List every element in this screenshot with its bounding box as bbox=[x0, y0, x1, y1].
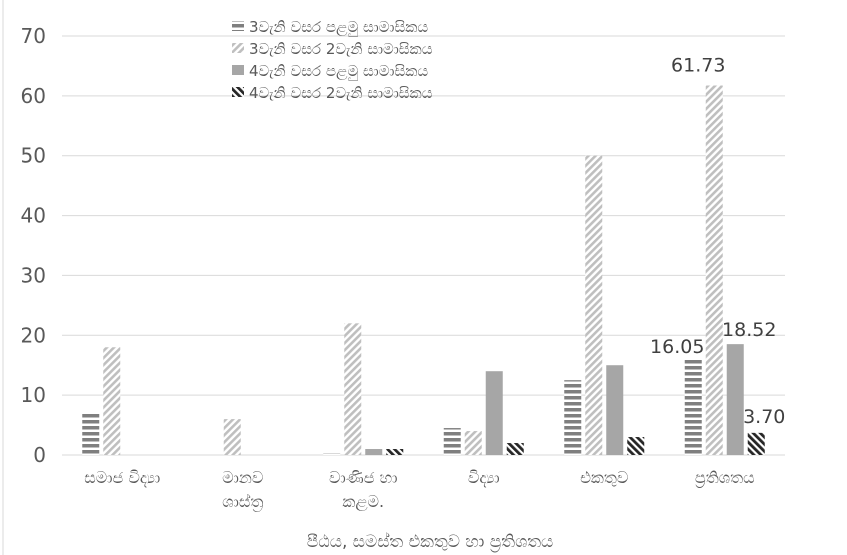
bar-series-2 bbox=[465, 431, 482, 455]
x-tick-label: කළම. bbox=[342, 492, 384, 512]
y-tick-label: 30 bbox=[21, 263, 46, 287]
y-tick-label: 20 bbox=[21, 323, 46, 347]
bar-series-1 bbox=[564, 380, 581, 455]
bar-series-2 bbox=[585, 156, 602, 455]
bars bbox=[82, 86, 765, 455]
legend-swatch bbox=[232, 21, 244, 31]
bar-series-1 bbox=[685, 359, 702, 455]
data-label: 18.52 bbox=[722, 319, 776, 341]
x-tick-label: ශාස්ත්‍ර bbox=[222, 492, 263, 512]
y-tick-label: 50 bbox=[21, 144, 46, 168]
x-tick-label: වාණිජ හා bbox=[329, 468, 398, 487]
legend-label: 4වැනි වසර පළමු සාමාසිකය bbox=[249, 62, 428, 81]
legend: 3වැනි වසර පළමු සාමාසිකය 3වැනි වසර 2වැනි ස… bbox=[232, 18, 433, 102]
y-axis-ticks: 0 10 20 30 40 50 60 70 bbox=[21, 24, 46, 467]
bar-series-1 bbox=[323, 453, 340, 455]
y-tick-label: 60 bbox=[21, 84, 46, 108]
bar-series-2 bbox=[706, 86, 723, 455]
x-axis-ticks: සමාජ විද්‍යා මානව ශාස්ත්‍ර වාණිජ හා කළම. විද්… bbox=[84, 468, 754, 512]
y-tick-label: 70 bbox=[21, 24, 46, 48]
legend-swatch bbox=[232, 65, 244, 75]
data-label: 16.05 bbox=[650, 336, 704, 358]
legend-swatch bbox=[232, 43, 244, 53]
bar-series-1 bbox=[444, 428, 461, 455]
data-label: 61.73 bbox=[671, 55, 725, 77]
bar-series-1 bbox=[82, 413, 99, 455]
bar-series-3 bbox=[365, 449, 382, 455]
bar-series-3 bbox=[486, 371, 503, 455]
legend-label: 3වැනි වසර පළමු සාමාසිකය bbox=[249, 18, 428, 37]
legend-label: 4වැනි වසර 2වැනි සාමාසිකය bbox=[249, 84, 433, 102]
bar-series-4 bbox=[627, 437, 644, 455]
legend-label: 3වැනි වසර 2වැනි සාමාසිකය bbox=[249, 40, 433, 58]
bar-series-3 bbox=[606, 365, 623, 455]
bar-series-2 bbox=[224, 419, 241, 455]
bar-series-4 bbox=[748, 433, 765, 455]
legend-swatch bbox=[232, 87, 244, 97]
x-tick-label: එකතුව bbox=[580, 468, 628, 487]
y-tick-label: 10 bbox=[21, 383, 46, 407]
bar-series-2 bbox=[344, 323, 361, 455]
data-label: 3.70 bbox=[743, 406, 785, 428]
x-tick-label: විද්‍යා bbox=[468, 468, 500, 487]
x-axis-title: පීඨය, සමස්ත එකතුව හා ප්‍රතිශතය bbox=[307, 532, 554, 552]
x-tick-label: මානව bbox=[222, 468, 263, 487]
bar-series-4 bbox=[507, 443, 524, 455]
y-tick-label: 40 bbox=[21, 204, 46, 228]
x-tick-label: සමාජ විද්‍යා bbox=[84, 468, 160, 487]
bar-series-4 bbox=[386, 449, 403, 455]
bar-series-2 bbox=[103, 347, 120, 455]
y-tick-label: 0 bbox=[33, 443, 46, 467]
x-tick-label: ප්‍රතිශතය bbox=[695, 468, 755, 488]
bar-series-3 bbox=[727, 344, 744, 455]
